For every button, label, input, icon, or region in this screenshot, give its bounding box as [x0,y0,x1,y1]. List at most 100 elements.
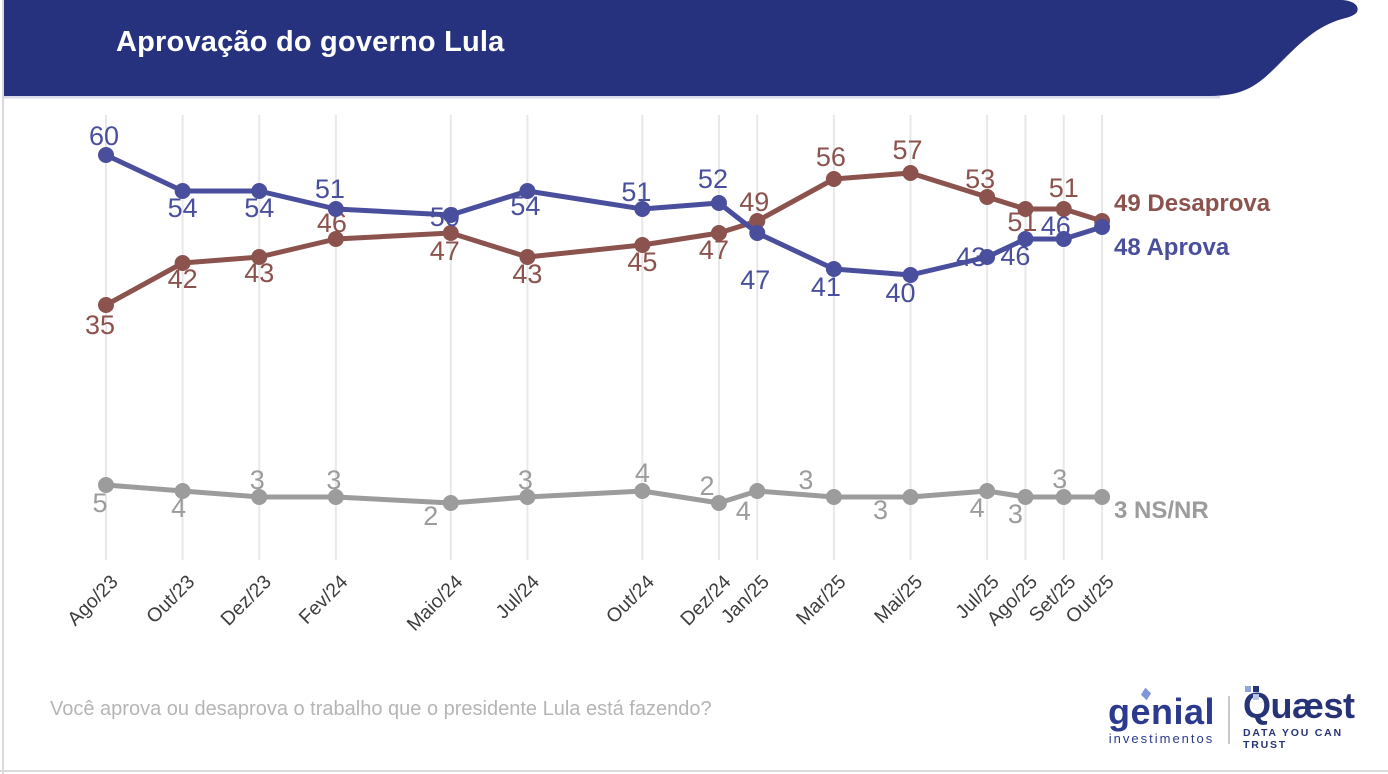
series-end-label: 3 NS/NR [1114,497,1209,524]
data-point [1055,489,1072,505]
series-end-label: 48 Aprova [1114,234,1230,261]
data-point [902,489,919,505]
data-label: 3 [1052,464,1067,494]
data-label: 51 [621,177,651,207]
quaest-logo-text: Quæst [1242,685,1355,726]
data-point [902,165,919,181]
data-point [710,195,727,211]
data-label: 3 [873,495,888,525]
data-point [251,249,268,265]
data-point [1055,201,1072,217]
quaest-pixel-icon [1244,686,1251,692]
data-point [634,201,651,217]
survey-question: Você aprova ou desaprova o trabalho que … [50,698,712,720]
data-point [98,477,114,493]
x-axis-label: Fev/24 [295,571,353,629]
data-label: 60 [89,121,119,151]
data-label: 53 [965,164,995,194]
data-point [749,483,766,499]
header-band [4,0,1358,99]
data-point [710,225,727,241]
data-point [519,489,536,505]
data-point [979,483,996,499]
data-label: 35 [85,310,115,340]
approval-chart: Ago/23 Out/23 Dez/23 Fev/24 Maio/24 Jul/24 Out… [63,115,1271,636]
x-axis-label: Dez/23 [217,571,276,630]
data-point [174,255,191,271]
data-point [1017,231,1034,247]
data-label: 47 [699,235,729,265]
footer-logos: genial investimentos Quæst DATA YOU CAN … [1108,685,1388,751]
data-point [98,297,114,313]
genial-logo: genial investimentos [1108,687,1216,746]
data-point [1017,201,1034,217]
data-label: 47 [740,265,770,295]
window-bottom-border [0,770,1388,772]
x-axis-label: Ago/23 [63,571,122,630]
data-point [979,189,996,205]
data-point [902,267,919,283]
series-aprova: 605454515054515247414043464648 Aprova [89,121,1230,308]
data-label: 41 [811,272,841,302]
data-point [98,147,114,163]
data-label: 4 [736,496,751,526]
data-label: 3 [518,465,533,495]
data-label: 47 [430,236,460,266]
data-point [825,171,842,187]
data-point [174,483,191,499]
data-label: 5 [92,488,107,518]
series-end-label: 49 Desaprova [1114,190,1271,217]
x-axis-label: Mar/25 [792,571,851,630]
data-label: 3 [798,465,813,495]
data-label: 4 [171,493,186,523]
data-point [749,225,766,241]
data-label: 2 [423,501,438,531]
data-point [1094,489,1111,505]
header-underline [4,96,1220,99]
data-label: 3 [326,465,341,495]
genial-logo-subtext: investimentos [1108,730,1215,746]
data-point [749,213,766,229]
data-point [519,183,536,199]
data-point [174,183,191,199]
window-left-border [2,0,4,774]
quaest-logo-subtext: DATA YOU CAN TRUST [1242,727,1343,751]
quaest-logo: Quæst DATA YOU CAN TRUST [1242,685,1388,751]
data-label: 51 [1049,173,1079,203]
data-label: 51 [315,174,345,204]
x-axis-label: Out/24 [602,571,659,628]
data-label: 52 [698,164,728,194]
data-label: 3 [250,465,265,495]
x-axis-label: Mai/25 [870,571,927,628]
data-point [825,489,842,505]
data-point [442,495,459,511]
data-point [1055,231,1072,247]
data-label: 4 [635,458,650,488]
data-point [327,231,344,247]
quaest-pixel-icon [1252,686,1259,692]
quaest-pixel-icon [1252,694,1259,700]
data-point [710,495,727,511]
data-point [825,261,842,277]
data-label: 49 [739,187,769,217]
data-point [634,483,651,499]
genial-logo-text: genial [1108,690,1216,732]
data-point [251,489,268,505]
logo-divider [1228,695,1230,744]
data-point [1094,219,1111,235]
x-axis-label: Maio/24 [403,571,468,636]
data-label: 56 [816,142,846,172]
data-point [327,489,344,505]
data-point [442,207,459,223]
data-label: 3 [1008,499,1023,529]
data-point [251,183,268,199]
data-label: 4 [970,493,985,523]
page-title: Aprovação do governo Lula [116,26,505,58]
data-point [634,237,651,253]
data-point [442,225,459,241]
data-point [519,249,536,265]
header-swoosh-shape [4,0,1358,96]
data-point [979,249,996,265]
